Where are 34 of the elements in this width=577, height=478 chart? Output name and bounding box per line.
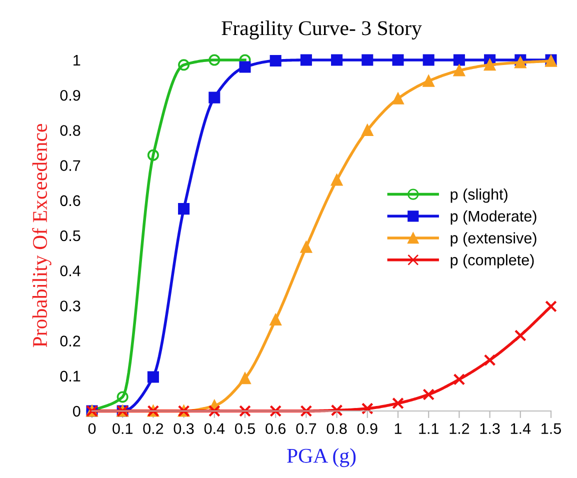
x-tick-label: 0.6 bbox=[266, 423, 286, 434]
x-tick-label: 1.3 bbox=[480, 423, 500, 434]
x-tick-label: 1 bbox=[394, 423, 402, 434]
x-tick-label: 0.2 bbox=[143, 423, 164, 434]
legend-label: p (complete) bbox=[450, 254, 534, 268]
y-tick-label: 1 bbox=[74, 55, 80, 66]
x-tick-label: 0.5 bbox=[234, 423, 255, 434]
x-tick-label: 0 bbox=[88, 423, 96, 434]
x-tick-label: 1.4 bbox=[510, 423, 531, 434]
y-tick-label: 0.7 bbox=[60, 160, 80, 171]
x-tick-label: 0.9 bbox=[357, 423, 378, 434]
x-tick-label: 0.4 bbox=[204, 423, 225, 434]
x-tick-label: 0.8 bbox=[326, 423, 347, 434]
x-tick-label: 0.7 bbox=[296, 423, 316, 434]
y-tick-label: 0.6 bbox=[60, 195, 80, 206]
y-tick-label: 0 bbox=[72, 406, 80, 417]
y-tick-label: 0.1 bbox=[60, 370, 80, 382]
y-tick-label: 0.4 bbox=[60, 265, 80, 276]
legend-label: p (extensive) bbox=[450, 232, 536, 247]
y-tick-label: 0.5 bbox=[60, 230, 80, 242]
legend-label: p (Moderate) bbox=[450, 210, 536, 225]
x-axis-title: PGA (g) bbox=[287, 448, 356, 468]
x-tick-label: 0.1 bbox=[112, 423, 132, 434]
x-tick-label: 0.3 bbox=[174, 423, 194, 434]
y-tick-label: 0.2 bbox=[60, 336, 80, 346]
x-tick-label: 1.2 bbox=[450, 423, 470, 434]
y-tick-label: 0.9 bbox=[60, 90, 80, 101]
y-axis-title: Probability Of Exceedence bbox=[32, 124, 52, 348]
chart-title: Fragility Curve- 3 Story bbox=[222, 20, 422, 40]
legend-label: p (slight) bbox=[450, 188, 508, 203]
y-tick-label: 0.3 bbox=[60, 300, 80, 312]
x-tick-label: 1.1 bbox=[419, 423, 438, 434]
y-tick-label: 0.8 bbox=[60, 125, 80, 136]
x-tick-label: 1.5 bbox=[542, 423, 561, 434]
